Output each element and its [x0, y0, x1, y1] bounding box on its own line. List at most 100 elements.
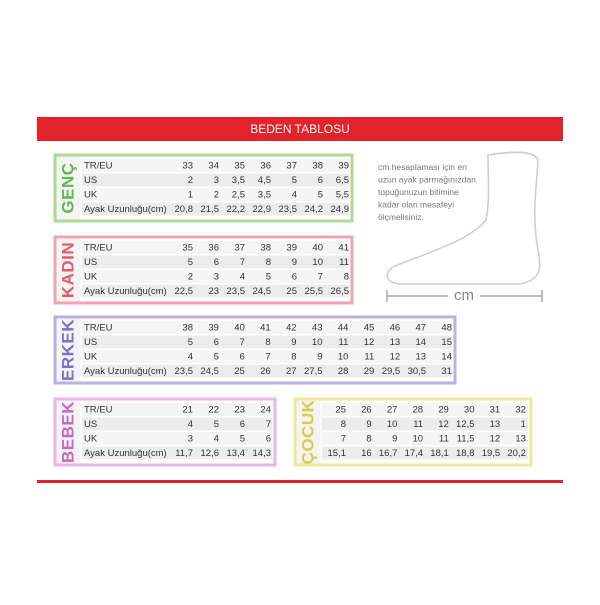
- cell: 40: [312, 242, 323, 253]
- cell: 29: [438, 404, 449, 415]
- cell: 11: [413, 419, 423, 430]
- table-name: ÇOCUK: [298, 399, 317, 464]
- cell: 25: [234, 366, 245, 377]
- note-line: ölçmelisiniz.: [378, 212, 424, 222]
- cell: 29,5: [382, 366, 401, 377]
- cell: 14,3: [253, 448, 272, 459]
- header-bar: [37, 117, 563, 141]
- cell: 5: [188, 257, 193, 268]
- cell: 13: [390, 337, 401, 348]
- cell: 23,5: [175, 366, 194, 377]
- cell: 6: [240, 351, 245, 362]
- cell: 23: [208, 286, 219, 297]
- cell: 11,7: [175, 448, 193, 459]
- row-bg: [82, 417, 272, 431]
- cell: 8: [291, 351, 296, 362]
- cell: 1: [521, 419, 526, 430]
- name-band: [56, 318, 81, 382]
- cell: 7: [265, 351, 270, 362]
- cell: 5: [266, 271, 271, 282]
- row-label: TR/EU: [84, 160, 113, 171]
- note-line: kadar olan mesafeyi: [378, 200, 454, 210]
- cell: 6,5: [336, 175, 349, 186]
- cell: 24,5: [253, 286, 272, 297]
- cell: 26: [260, 366, 271, 377]
- note-line: uzun ayak parmağınızdan: [378, 175, 476, 185]
- cell: 21,5: [201, 204, 220, 215]
- footer-bar: [37, 480, 563, 483]
- cell: 10: [387, 419, 398, 430]
- row-bg: [82, 255, 349, 269]
- row-bg: [82, 321, 452, 334]
- cell: 24,5: [200, 366, 219, 377]
- cell: 25: [286, 286, 297, 297]
- row-label: Ayak Uzunluğu(cm): [84, 286, 167, 297]
- row-label: TR/EU: [84, 242, 113, 253]
- row-bg: [322, 417, 528, 431]
- cell: 31: [441, 366, 452, 377]
- row-label: US: [84, 175, 97, 186]
- cell: 47: [416, 322, 427, 333]
- cell: 13: [490, 419, 501, 430]
- cell: 43: [312, 322, 323, 333]
- row-bg: [82, 350, 452, 363]
- cell: 2: [188, 271, 193, 282]
- cell: 27: [286, 366, 297, 377]
- row-bg: [322, 446, 528, 460]
- row-bg: [82, 173, 349, 187]
- cell: 21: [182, 404, 193, 415]
- cell: 14: [416, 337, 427, 348]
- row-label: Ayak Uzunluğu(cm): [84, 448, 167, 459]
- name-band: [56, 238, 81, 302]
- cell: 3: [214, 175, 219, 186]
- cell: 17,4: [405, 448, 424, 459]
- row-label: TR/EU: [84, 404, 113, 415]
- name-band: [56, 400, 81, 464]
- table-name: ERKEK: [58, 319, 77, 381]
- row-bg: [82, 335, 452, 349]
- cell: 22,5: [175, 286, 194, 297]
- cell: 20,8: [175, 204, 194, 215]
- cell: 24,9: [331, 204, 350, 215]
- cell: 4: [188, 351, 193, 362]
- measure-label: cm: [454, 287, 474, 304]
- row-label: TR/EU: [84, 322, 113, 333]
- cell: 3: [214, 271, 219, 282]
- cell: 6: [266, 433, 271, 444]
- cell: 41: [338, 242, 349, 253]
- cell: 24,2: [305, 204, 324, 215]
- cell: 45: [364, 322, 375, 333]
- cell: 42: [286, 322, 297, 333]
- cell: 4: [214, 433, 219, 444]
- cell: 11,5: [457, 433, 475, 444]
- cell: 27: [387, 404, 398, 415]
- cell: 12,6: [201, 448, 220, 459]
- cell: 5,5: [336, 189, 349, 200]
- cell: 34: [208, 160, 219, 171]
- cell: 27,5: [304, 366, 323, 377]
- cell: 28: [413, 404, 424, 415]
- cell: 20,2: [507, 448, 526, 459]
- cell: 13: [515, 433, 526, 444]
- cell: 5: [318, 189, 323, 200]
- cell: 9: [392, 433, 397, 444]
- cell: 2,5: [232, 189, 245, 200]
- cell: 10: [338, 351, 349, 362]
- cell: 41: [260, 322, 271, 333]
- cell: 13,4: [227, 448, 246, 459]
- cell: 7: [240, 257, 245, 268]
- cell: 5: [240, 433, 245, 444]
- cell: 32: [515, 404, 526, 415]
- table-name: BEBEK: [58, 401, 77, 463]
- cell: 3,5: [232, 175, 245, 186]
- cell: 8: [344, 271, 349, 282]
- cell: 3: [188, 433, 193, 444]
- cell: 11: [439, 433, 449, 444]
- cell: 12: [490, 433, 501, 444]
- cell: 39: [286, 242, 297, 253]
- cell: 25,5: [305, 286, 324, 297]
- row-label: UK: [84, 351, 98, 362]
- note-line: topuğunuzun bitimine: [378, 187, 459, 197]
- cell: 6: [214, 337, 219, 348]
